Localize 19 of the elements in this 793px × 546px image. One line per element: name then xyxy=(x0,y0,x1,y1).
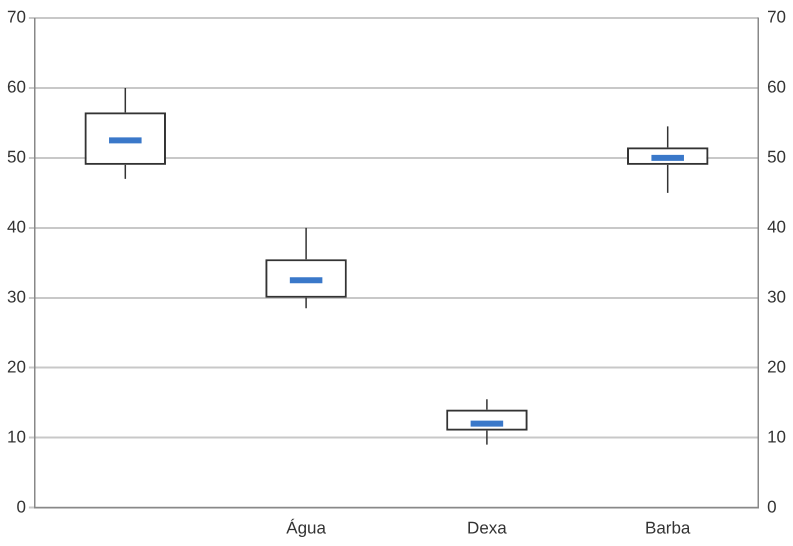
x-tick-label: Barba xyxy=(645,518,691,538)
y2-tick-label: 0 xyxy=(767,497,777,516)
y-tick-label: 40 xyxy=(6,218,26,237)
x-tick-label: Dexa xyxy=(467,518,508,538)
y-tick-label: 30 xyxy=(6,287,26,306)
y2-tick-label: 40 xyxy=(767,218,786,237)
y-tick-label: 10 xyxy=(6,427,26,446)
y2-tick-label: 30 xyxy=(767,287,786,306)
y-tick-label: 50 xyxy=(6,148,26,167)
x-tick-label: Água xyxy=(286,518,326,538)
y2-tick-label: 60 xyxy=(767,78,786,97)
y2-tick-label: 70 xyxy=(767,8,786,27)
y-tick-label: 20 xyxy=(6,357,26,376)
y-tick-label: 0 xyxy=(16,497,26,516)
y2-tick-label: 50 xyxy=(767,148,786,167)
y-tick-label: 60 xyxy=(6,78,26,97)
y2-tick-label: 20 xyxy=(767,357,786,376)
y-tick-label: 70 xyxy=(6,8,26,27)
y2-tick-label: 10 xyxy=(767,427,786,446)
